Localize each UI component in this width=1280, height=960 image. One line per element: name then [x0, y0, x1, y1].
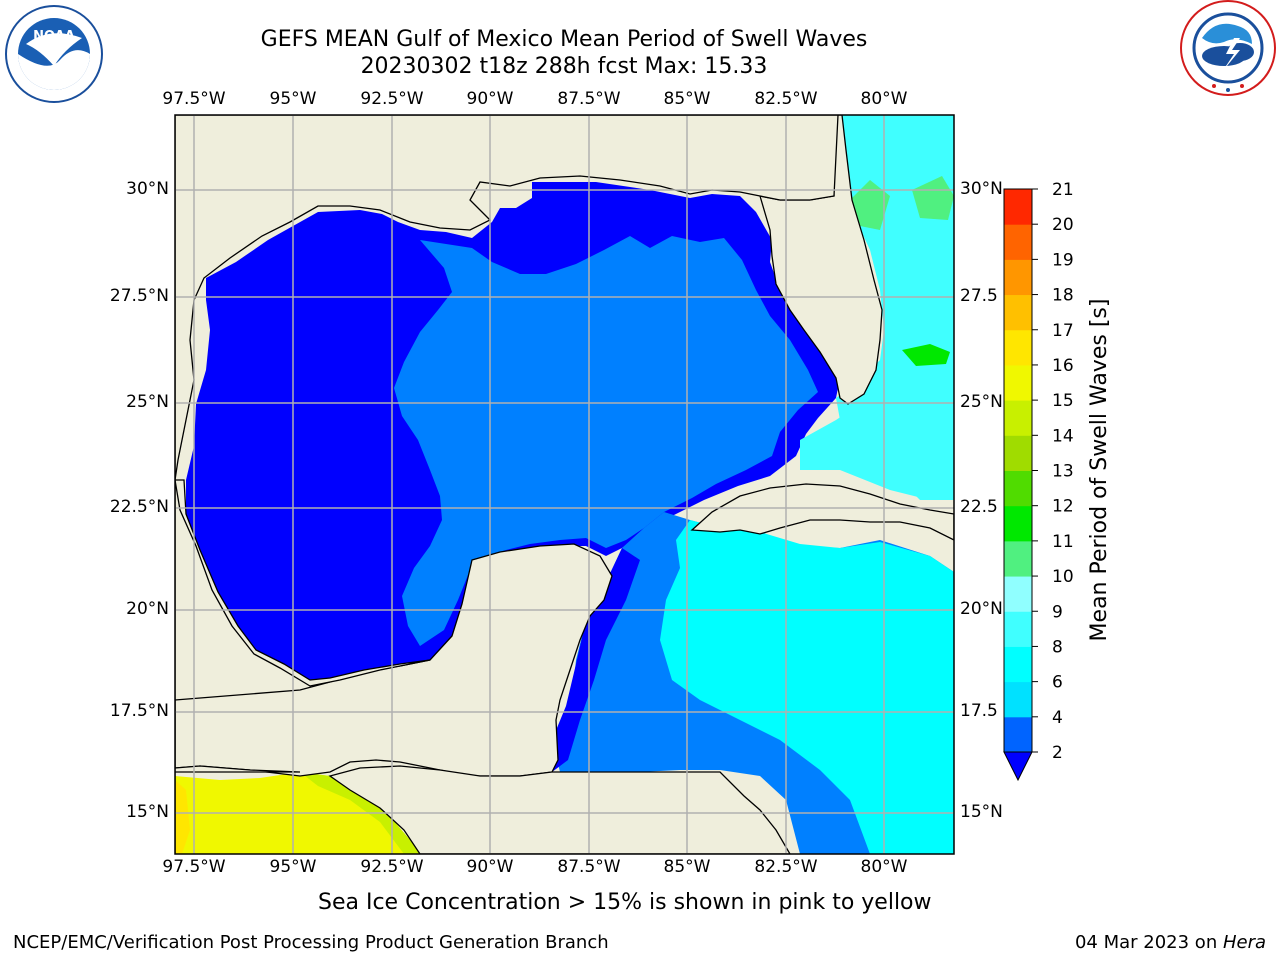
colorbar-segment [1004, 681, 1032, 718]
lat-tick-right-0: 30°N [960, 179, 1003, 199]
lat-tick-right-5: 17.5 [960, 701, 998, 721]
colorbar-segment [1004, 611, 1032, 647]
colorbar-tick-label: 16 [1052, 356, 1074, 376]
colorbar-segment [1004, 259, 1032, 296]
caribbean-water-deep-strip [552, 548, 640, 772]
colorbar-tick-label: 12 [1052, 497, 1074, 517]
footer-host: Hera [1222, 932, 1266, 953]
colorbar-segment [1004, 400, 1032, 436]
lon-tick-bottom-6: 82.5°W [754, 857, 818, 877]
noaa-logo-icon: NOAA [5, 5, 103, 103]
colorbar-segment [1004, 435, 1032, 471]
lon-tick-top-2: 92.5°W [360, 89, 424, 109]
mexico-land [175, 479, 431, 773]
lon-tick-top-6: 82.5°W [754, 89, 818, 109]
colorbar: 2 4 6 8 9 10 11 12 13 14 15 16 17 18 19 20 21 [1003, 180, 1074, 782]
us-gulf-coast-land [175, 115, 839, 481]
colorbar-tick-label: 8 [1052, 637, 1063, 657]
colorbar-tick-label: 4 [1052, 708, 1063, 728]
lat-tick-left-2: 25°N [126, 392, 169, 412]
colorbar-segment [1004, 189, 1032, 225]
footer-credit: NCEP/EMC/Verification Post Processing Pr… [13, 932, 609, 953]
sea-ice-note: Sea Ice Concentration > 15% is shown in … [318, 890, 932, 915]
lon-tick-top-0: 97.5°W [162, 89, 226, 109]
footer-date: 04 Mar 2023 on Hera [1075, 932, 1266, 953]
colorbar-segment [1004, 540, 1032, 577]
colorbar-segment [1004, 364, 1032, 401]
colorbar-tick-label: 15 [1052, 391, 1074, 411]
map-frame [174, 114, 955, 855]
colorbar-tick-label: 6 [1052, 673, 1063, 693]
lon-tick-top-5: 85°W [663, 89, 711, 109]
colorbar-tick-label: 18 [1052, 286, 1074, 306]
lat-tick-right-1: 27.5 [960, 286, 998, 306]
footer-date-text: 04 Mar 2023 on [1074, 932, 1223, 953]
colorbar-tick-label: 20 [1052, 215, 1074, 235]
map-title: GEFS MEAN Gulf of Mexico Mean Period of … [260, 27, 868, 52]
lon-tick-top-1: 95°W [269, 89, 317, 109]
lon-tick-bottom-5: 85°W [663, 857, 711, 877]
map-gridlines [175, 115, 954, 854]
colorbar-extend-min [1003, 751, 1033, 782]
lat-tick-right-4: 20°N [960, 599, 1003, 619]
caribbean-water-east [660, 520, 954, 854]
lat-tick-left-1: 27.5°N [109, 286, 169, 306]
colorbar-tick-label: 11 [1052, 532, 1074, 552]
lon-tick-top-7: 80°W [860, 89, 908, 109]
colorbar-segment [1004, 294, 1032, 331]
lat-tick-left-5: 17.5°N [109, 701, 169, 721]
colorbar-tick-label: 21 [1052, 180, 1074, 200]
colorbar-segment [1004, 224, 1032, 260]
lon-tick-bottom-0: 97.5°W [162, 857, 226, 877]
colorbar-tick-label: 10 [1052, 567, 1074, 587]
lon-tick-top-3: 90°W [466, 89, 514, 109]
cuba-land [690, 483, 954, 541]
colorbar-tick-label: 9 [1052, 602, 1063, 622]
lat-tick-right-3: 22.5 [960, 497, 998, 517]
lon-tick-top-4: 87.5°W [557, 89, 621, 109]
bahamas-green-patch [902, 344, 950, 366]
gulf-water-mid [394, 236, 818, 646]
colorbar-segment [1004, 505, 1032, 542]
lon-tick-bottom-2: 92.5°W [360, 857, 424, 877]
lat-tick-left-0: 30°N [126, 179, 169, 199]
lat-tick-left-6: 15°N [126, 802, 169, 822]
map-subtitle: 20230302 t18z 288h fcst Max: 15.33 [360, 54, 768, 79]
lat-tick-right-6: 15°N [960, 802, 1003, 822]
colorbar-tick-label: 19 [1052, 250, 1074, 270]
colorbar-tick-label: 14 [1052, 426, 1074, 446]
noaa-logo-text: NOAA [33, 29, 75, 44]
lon-tick-bottom-1: 95°W [269, 857, 317, 877]
colorbar-segment [1004, 716, 1032, 753]
florida-straits-water [800, 400, 940, 500]
colorbar-segment [1004, 646, 1032, 683]
colorbar-tick-label: 2 [1052, 743, 1063, 763]
pacific-water-orange-edge [175, 780, 190, 854]
colorbar-segment [1004, 576, 1032, 612]
colorbar-tick-label: 17 [1052, 321, 1074, 341]
colorbar-tick-label: 13 [1052, 462, 1074, 482]
colorbar-segment [1004, 470, 1032, 507]
lon-tick-bottom-3: 90°W [466, 857, 514, 877]
lat-tick-left-3: 22.5°N [109, 497, 169, 517]
colorbar-label: Mean Period of Swell Waves [s] [1087, 299, 1112, 642]
lat-tick-left-4: 20°N [126, 599, 169, 619]
lat-tick-right-2: 25°N [960, 392, 1003, 412]
colorbar-segment [1004, 329, 1032, 366]
lon-tick-bottom-4: 87.5°W [557, 857, 621, 877]
pacific-water-green-edge [300, 772, 420, 854]
nws-logo-icon [1180, 0, 1276, 96]
lon-tick-bottom-7: 80°W [860, 857, 908, 877]
